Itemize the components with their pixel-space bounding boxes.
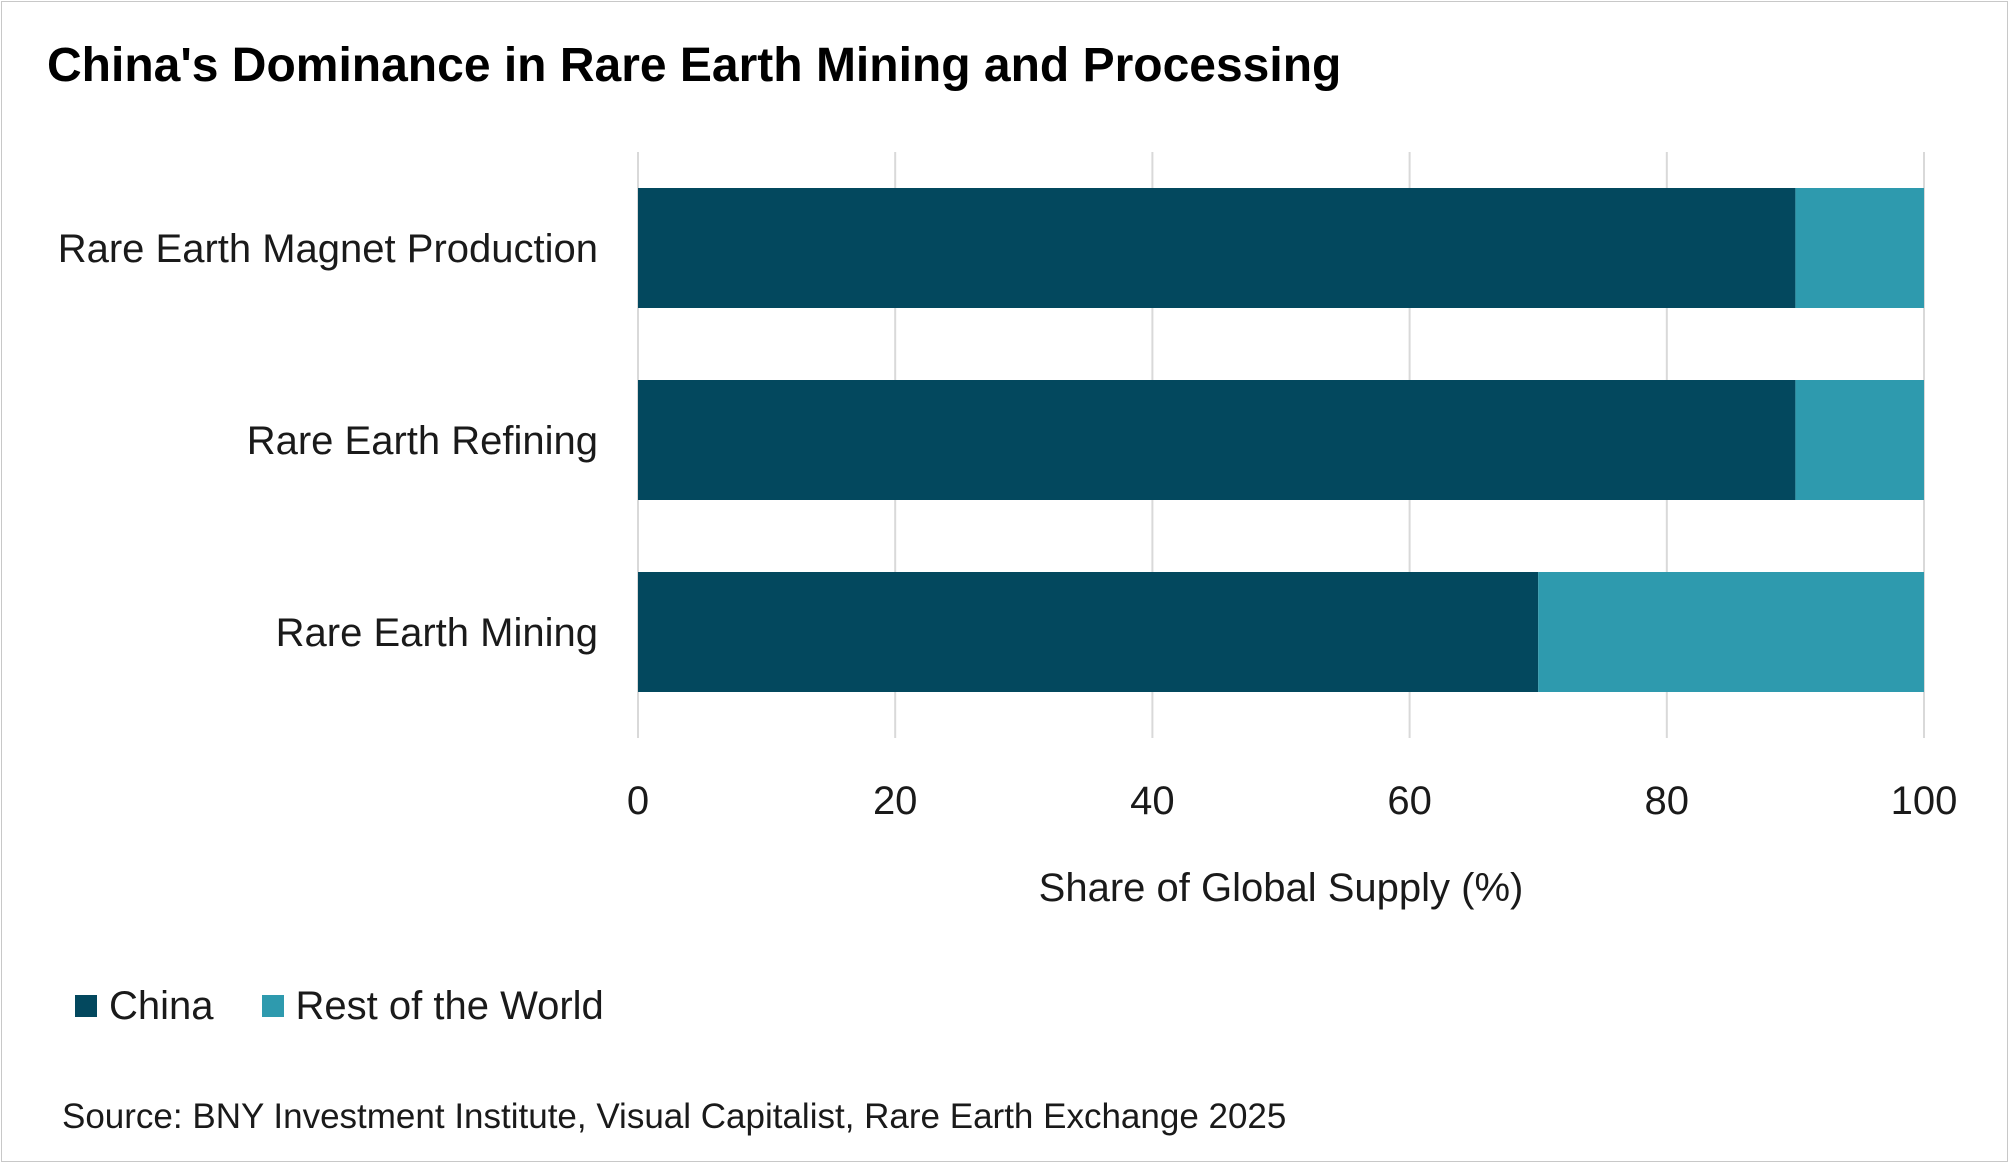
- legend-label-china: China: [109, 983, 214, 1028]
- x-tick-label-0: 0: [627, 779, 649, 823]
- x-tick-labels: 0 20 40 60 80 100: [627, 779, 1958, 823]
- x-tick-label-40: 40: [1130, 779, 1175, 823]
- legend-label-rest-of-world: Rest of the World: [295, 983, 604, 1028]
- legend-item-rest-of-world: Rest of the World: [261, 983, 604, 1029]
- x-tick-label-60: 60: [1387, 779, 1432, 823]
- bar-china-2: [638, 572, 1539, 692]
- x-tick-label-80: 80: [1645, 779, 1690, 823]
- legend: China Rest of the World: [75, 978, 652, 1034]
- legend-swatch-rest-of-world: [261, 995, 284, 1017]
- source-note: Source: BNY Investment Institute, Visual…: [62, 1097, 1287, 1136]
- category-labels: Rare Earth Magnet Production Rare Earth R…: [58, 227, 598, 655]
- bar-rest-of-the-world-2: [1538, 572, 1924, 692]
- category-label-1: Rare Earth Refining: [247, 419, 598, 463]
- category-label-0: Rare Earth Magnet Production: [58, 227, 598, 271]
- bar-china-1: [638, 380, 1796, 500]
- x-tick-label-100: 100: [1891, 779, 1958, 823]
- legend-swatch-china: [75, 995, 97, 1017]
- legend-item-china: China: [75, 984, 214, 1029]
- x-axis-title: Share of Global Supply (%): [1039, 866, 1524, 910]
- bars: [638, 188, 1924, 692]
- bar-china-0: [638, 188, 1796, 308]
- x-tick-label-20: 20: [873, 779, 918, 823]
- category-label-2: Rare Earth Mining: [276, 611, 598, 655]
- bar-rest-of-the-world-0: [1795, 188, 1924, 308]
- bar-rest-of-the-world-1: [1795, 380, 1924, 500]
- chart-title: China's Dominance in Rare Earth Mining a…: [47, 39, 1342, 92]
